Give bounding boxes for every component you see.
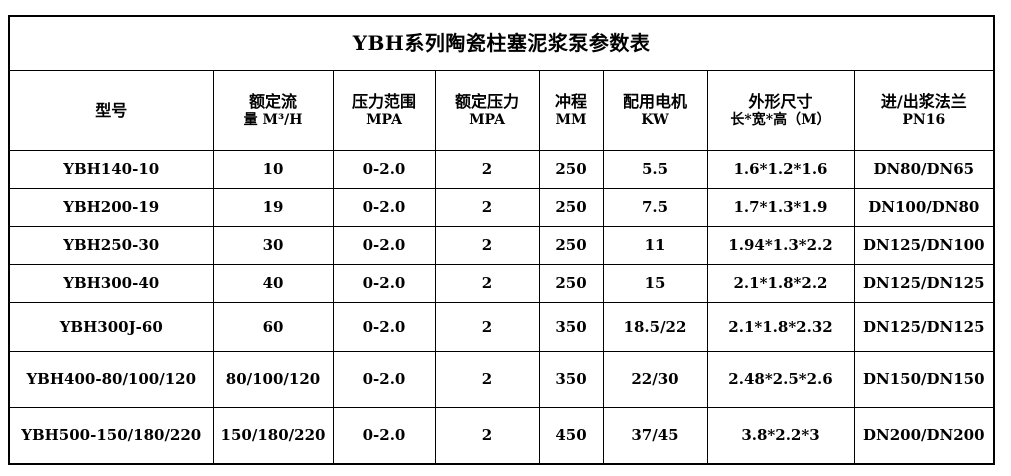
cell-rated-pressure: 2 xyxy=(434,407,540,465)
column-header-rated-pressure-line1: 额定压力 xyxy=(454,91,519,111)
cell-dimensions: 2.1*1.8*2.2 xyxy=(706,264,855,303)
cell-dimensions: 3.8*2.2*3 xyxy=(706,407,855,465)
table-row: YBH250-30 30 0-2.0 2 250 11 1.94*1.3*2.2… xyxy=(8,226,995,265)
cell-pressure-range: 0-2.0 xyxy=(332,226,436,265)
cell-pressure-range: 0-2.0 xyxy=(332,407,436,465)
cell-flow: 30 xyxy=(212,226,334,265)
cell-flange: DN200/DN200 xyxy=(853,407,995,465)
table-row: YBH140-10 10 0-2.0 2 250 5.5 1.6*1.2*1.6… xyxy=(8,150,995,189)
column-header-dimensions-line1: 外形尺寸 xyxy=(748,91,813,111)
cell-rated-pressure: 2 xyxy=(434,351,540,408)
column-header-dimensions-line2: 长*宽*高（M） xyxy=(730,111,831,128)
cell-rated-pressure: 2 xyxy=(434,188,540,227)
cell-motor: 7.5 xyxy=(602,188,708,227)
table-row: YBH200-19 19 0-2.0 2 250 7.5 1.7*1.3*1.9… xyxy=(8,188,995,227)
column-header-motor-line2: KW xyxy=(641,111,669,128)
cell-stroke: 250 xyxy=(538,264,604,303)
column-header-flow-line2: 量 M³/H xyxy=(243,111,303,128)
cell-pressure-range: 0-2.0 xyxy=(332,302,436,352)
cell-rated-pressure: 2 xyxy=(434,226,540,265)
cell-flow: 19 xyxy=(212,188,334,227)
cell-model: YBH300-40 xyxy=(8,264,214,303)
cell-flow: 10 xyxy=(212,150,334,189)
column-header-motor: 配用电机 KW xyxy=(602,70,708,151)
cell-flow: 150/180/220 xyxy=(212,407,334,465)
table-row: YBH300-40 40 0-2.0 2 250 15 2.1*1.8*2.2 … xyxy=(8,264,995,303)
cell-stroke: 450 xyxy=(538,407,604,465)
cell-motor: 11 xyxy=(602,226,708,265)
cell-stroke: 250 xyxy=(538,226,604,265)
cell-stroke: 350 xyxy=(538,302,604,352)
cell-stroke: 350 xyxy=(538,351,604,408)
cell-rated-pressure: 2 xyxy=(434,264,540,303)
cell-flange: DN100/DN80 xyxy=(853,188,995,227)
cell-stroke: 250 xyxy=(538,150,604,189)
column-header-rated-pressure: 额定压力 MPA xyxy=(434,70,540,151)
column-header-pressure-range-line2: MPA xyxy=(366,111,402,128)
cell-dimensions: 1.7*1.3*1.9 xyxy=(706,188,855,227)
table-row: YBH400-80/100/120 80/100/120 0-2.0 2 350… xyxy=(8,351,995,408)
table-body: YBH系列陶瓷柱塞泥浆泵参数表 型号 额定流 量 M³/H 压力范围 MPA xyxy=(8,15,995,465)
column-header-motor-line1: 配用电机 xyxy=(622,91,687,111)
cell-flow: 40 xyxy=(212,264,334,303)
cell-dimensions: 2.1*1.8*2.32 xyxy=(706,302,855,352)
title-row: YBH系列陶瓷柱塞泥浆泵参数表 xyxy=(8,15,995,71)
cell-motor: 5.5 xyxy=(602,150,708,189)
cell-pressure-range: 0-2.0 xyxy=(332,264,436,303)
cell-pressure-range: 0-2.0 xyxy=(332,188,436,227)
cell-flow: 60 xyxy=(212,302,334,352)
column-header-stroke: 冲程 MM xyxy=(538,70,604,151)
cell-flange: DN125/DN125 xyxy=(853,302,995,352)
table-row: YBH500-150/180/220 150/180/220 0-2.0 2 4… xyxy=(8,407,995,465)
column-header-flow: 额定流 量 M³/H xyxy=(212,70,334,151)
cell-flange: DN125/DN125 xyxy=(853,264,995,303)
header-row: 型号 额定流 量 M³/H 压力范围 MPA 额定压力 MPA xyxy=(8,70,995,151)
cell-model: YBH300J-60 xyxy=(8,302,214,352)
spec-table-container: YBH系列陶瓷柱塞泥浆泵参数表 型号 额定流 量 M³/H 压力范围 MPA xyxy=(8,15,996,465)
cell-flow: 80/100/120 xyxy=(212,351,334,408)
cell-rated-pressure: 2 xyxy=(434,302,540,352)
column-header-dimensions: 外形尺寸 长*宽*高（M） xyxy=(706,70,855,151)
column-header-stroke-line1: 冲程 xyxy=(554,91,587,111)
cell-model: YBH400-80/100/120 xyxy=(8,351,214,408)
cell-motor: 15 xyxy=(602,264,708,303)
cell-model: YBH500-150/180/220 xyxy=(8,407,214,465)
cell-flange: DN150/DN150 xyxy=(853,351,995,408)
column-header-flange-line1: 进/出浆法兰 xyxy=(880,91,967,111)
cell-motor: 18.5/22 xyxy=(602,302,708,352)
column-header-pressure-range: 压力范围 MPA xyxy=(332,70,436,151)
column-header-model: 型号 xyxy=(8,70,214,151)
cell-dimensions: 2.48*2.5*2.6 xyxy=(706,351,855,408)
cell-pressure-range: 0-2.0 xyxy=(332,351,436,408)
cell-pressure-range: 0-2.0 xyxy=(332,150,436,189)
column-header-model-line1: 型号 xyxy=(95,100,128,120)
column-header-pressure-range-line1: 压力范围 xyxy=(351,91,416,111)
cell-flange: DN80/DN65 xyxy=(853,150,995,189)
table-row: YBH300J-60 60 0-2.0 2 350 18.5/22 2.1*1.… xyxy=(8,302,995,352)
pump-parameter-table: YBH系列陶瓷柱塞泥浆泵参数表 型号 额定流 量 M³/H 压力范围 MPA xyxy=(8,15,996,465)
cell-rated-pressure: 2 xyxy=(434,150,540,189)
column-header-flange-line2: PN16 xyxy=(902,111,946,128)
column-header-stroke-line2: MM xyxy=(555,111,587,128)
cell-model: YBH250-30 xyxy=(8,226,214,265)
cell-model: YBH140-10 xyxy=(8,150,214,189)
column-header-flange: 进/出浆法兰 PN16 xyxy=(853,70,995,151)
cell-stroke: 250 xyxy=(538,188,604,227)
cell-dimensions: 1.94*1.3*2.2 xyxy=(706,226,855,265)
cell-flange: DN125/DN100 xyxy=(853,226,995,265)
cell-motor: 37/45 xyxy=(602,407,708,465)
cell-motor: 22/30 xyxy=(602,351,708,408)
cell-model: YBH200-19 xyxy=(8,188,214,227)
cell-dimensions: 1.6*1.2*1.6 xyxy=(706,150,855,189)
column-header-rated-pressure-line2: MPA xyxy=(469,111,505,128)
column-header-flow-line1: 额定流 xyxy=(248,91,297,111)
table-title: YBH系列陶瓷柱塞泥浆泵参数表 xyxy=(8,15,995,71)
